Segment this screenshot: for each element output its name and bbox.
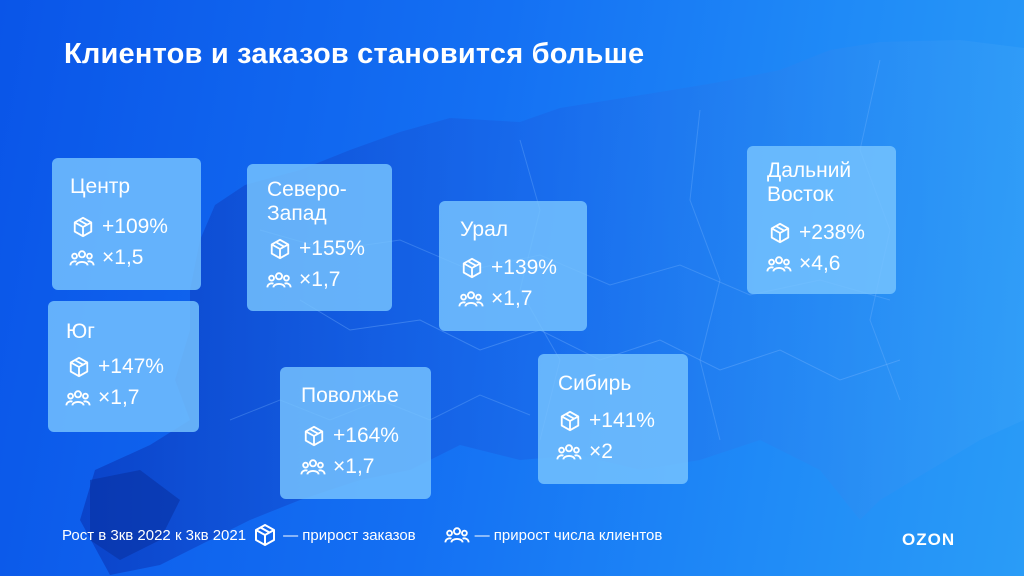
region-card-south: Юг +147% ×1,7 <box>48 301 199 432</box>
region-name: Центр <box>70 175 131 198</box>
region-card-northwest: Северо- Запад +155% ×1,7 <box>247 164 392 311</box>
people-icon <box>555 440 583 464</box>
people-icon <box>299 455 327 479</box>
package-icon <box>267 237 293 261</box>
orders-value: +141% <box>589 409 655 432</box>
orders-value: +139% <box>491 256 557 279</box>
package-icon <box>459 256 485 280</box>
people-icon <box>457 287 485 311</box>
footer-legend: Рост в 3кв 2022 к 3кв 2021 — прирост зак… <box>62 522 662 548</box>
clients-value: ×4,6 <box>799 252 841 275</box>
clients-value: ×1,7 <box>333 455 375 478</box>
region-name: Поволжье <box>301 384 399 407</box>
clients-value: ×1,5 <box>102 246 144 269</box>
clients-growth: ×1,7 <box>64 386 139 410</box>
people-icon <box>765 252 793 276</box>
clients-growth: ×4,6 <box>765 252 840 276</box>
region-name: Северо- Запад <box>267 178 347 225</box>
orders-growth: +155% <box>267 237 365 261</box>
orders-legend: — прирост заказов <box>283 526 416 544</box>
orders-growth: +139% <box>459 256 557 280</box>
clients-growth: ×1,7 <box>457 287 532 311</box>
clients-growth: ×1,7 <box>299 455 374 479</box>
period-label: Рост в 3кв 2022 к 3кв 2021 <box>62 526 247 544</box>
region-card-far-east: Дальний Восток +238% ×4,6 <box>747 146 896 294</box>
orders-growth: +164% <box>301 424 399 448</box>
people-icon <box>68 246 96 270</box>
region-card-ural: Урал +139% ×1,7 <box>439 201 587 331</box>
clients-value: ×1,7 <box>491 287 533 310</box>
clients-growth: ×1,7 <box>265 268 340 292</box>
orders-growth: +109% <box>70 215 168 239</box>
orders-value: +109% <box>102 215 168 238</box>
orders-growth: +147% <box>66 355 164 379</box>
package-icon <box>252 522 278 548</box>
package-icon <box>70 215 96 239</box>
package-icon <box>301 424 327 448</box>
orders-value: +238% <box>799 221 865 244</box>
region-name: Сибирь <box>558 372 632 395</box>
orders-value: +155% <box>299 237 365 260</box>
people-icon <box>444 522 470 548</box>
clients-value: ×2 <box>589 440 613 463</box>
region-card-center: Центр +109% ×1,5 <box>52 158 201 290</box>
people-icon <box>64 386 92 410</box>
clients-growth: ×2 <box>555 440 613 464</box>
package-icon <box>557 409 583 433</box>
region-name: Юг <box>66 320 95 343</box>
clients-value: ×1,7 <box>98 386 140 409</box>
package-icon <box>767 221 793 245</box>
package-icon <box>66 355 92 379</box>
region-card-volga: Поволжье +164% ×1,7 <box>280 367 431 499</box>
region-card-siberia: Сибирь +141% ×2 <box>538 354 688 484</box>
people-icon <box>265 268 293 292</box>
clients-growth: ×1,5 <box>68 246 143 270</box>
orders-value: +147% <box>98 355 164 378</box>
region-name: Урал <box>460 218 509 241</box>
region-name: Дальний Восток <box>767 159 852 206</box>
ozon-logo: OZON <box>902 530 956 549</box>
orders-growth: +141% <box>557 409 655 433</box>
clients-value: ×1,7 <box>299 268 341 291</box>
clients-legend: — прирост числа клиентов <box>474 526 663 544</box>
page-title: Клиентов и заказов становится больше <box>64 38 645 70</box>
orders-growth: +238% <box>767 221 865 245</box>
orders-value: +164% <box>333 424 399 447</box>
